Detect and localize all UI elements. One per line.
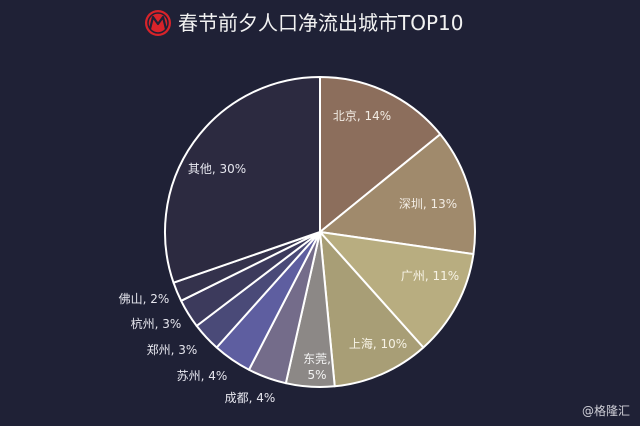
watermark: @格隆汇: [582, 403, 630, 418]
slice-label-5: 成都, 4%: [225, 391, 276, 405]
slice-label-6: 苏州, 4%: [177, 369, 228, 383]
pie-slice-2: [319, 231, 475, 349]
pie-slice-3: [319, 231, 425, 388]
brand-emblem-icon: [145, 10, 171, 36]
slice-label-7: 郑州, 3%: [147, 342, 198, 357]
slice-label-10: 其他, 30%: [188, 162, 246, 176]
slice-label-9: 佛山, 2%: [119, 292, 170, 306]
slice-label-0: 北京, 14%: [333, 109, 391, 123]
slice-label-8: 杭州, 3%: [131, 316, 182, 331]
pie-slice-1: [319, 133, 476, 256]
chart-title: 春节前夕人口净流出城市TOP10: [178, 11, 463, 35]
pie-slice-0: [319, 76, 442, 233]
slice-label-3: 上海, 10%: [349, 336, 407, 351]
pie-slice-10: [163, 76, 321, 284]
slice-label-2: 广州, 11%: [401, 269, 459, 283]
slice-label-4: 东莞, 5%: [303, 352, 331, 382]
slice-label-1: 深圳, 13%: [399, 197, 457, 211]
pie-slices: [163, 76, 476, 388]
slice-labels: 北京, 14% 深圳, 13% 广州, 11% 上海, 10% 东莞, 5% 成都, 4% 苏…: [119, 109, 459, 405]
